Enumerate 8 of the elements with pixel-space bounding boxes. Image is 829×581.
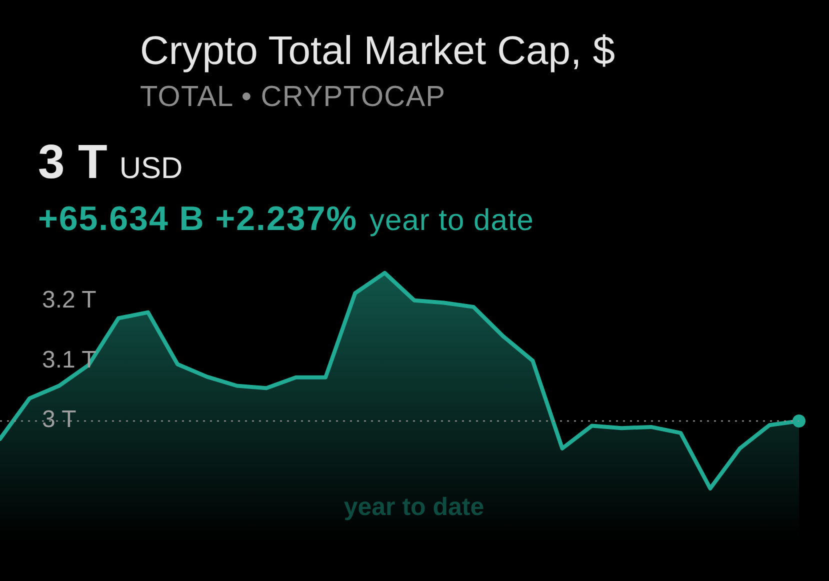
x-axis-title: year to date: [344, 493, 484, 521]
y-tick-label: 3 T: [42, 406, 77, 434]
y-tick-label: 3.2 T: [42, 286, 97, 314]
annotation: year to date: [369, 204, 534, 237]
text: TOTAL • CRYPTOCAP: [140, 81, 446, 113]
annotation: +65.634 B +2.237%: [38, 200, 358, 238]
text: Crypto Total Market Cap, $: [140, 29, 616, 73]
annotation: USD: [119, 152, 183, 185]
